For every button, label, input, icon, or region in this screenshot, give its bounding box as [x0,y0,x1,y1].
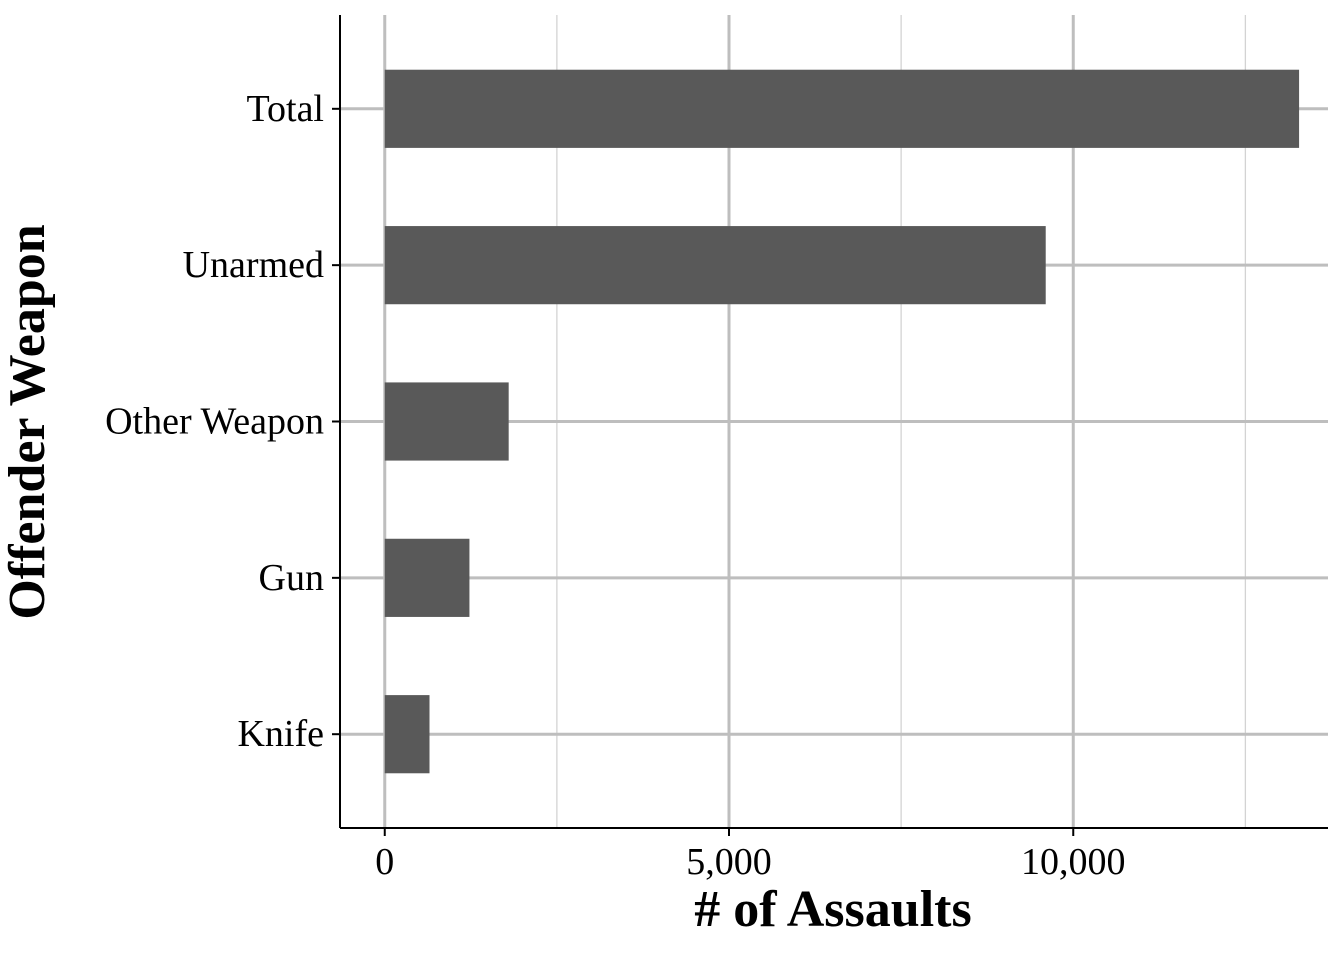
x-axis-title: # of Assaults [694,881,971,938]
x-tick-label: 5,000 [686,841,772,883]
y-tick-label: Knife [237,713,324,755]
y-axis-title: Offender Weapon [0,224,56,619]
bar-knife [384,695,430,774]
y-tick-label: Total [246,88,324,130]
x-tick-label: 0 [375,841,394,883]
labels-layer: Knife Gun Other Weapon Unarmed Total 0 5,000 10… [105,88,1125,883]
x-tick-label: 10,000 [1021,841,1126,883]
y-tick-label: Other Weapon [105,401,324,443]
bar-total [384,69,1300,148]
y-tick-label: Unarmed [183,244,324,286]
bars-layer [384,69,1300,774]
axes-layer [332,15,1328,836]
bar-other-weapon [384,382,509,461]
y-tick-label: Gun [259,557,324,599]
bar-unarmed [384,226,1046,305]
bar-gun [384,538,470,617]
